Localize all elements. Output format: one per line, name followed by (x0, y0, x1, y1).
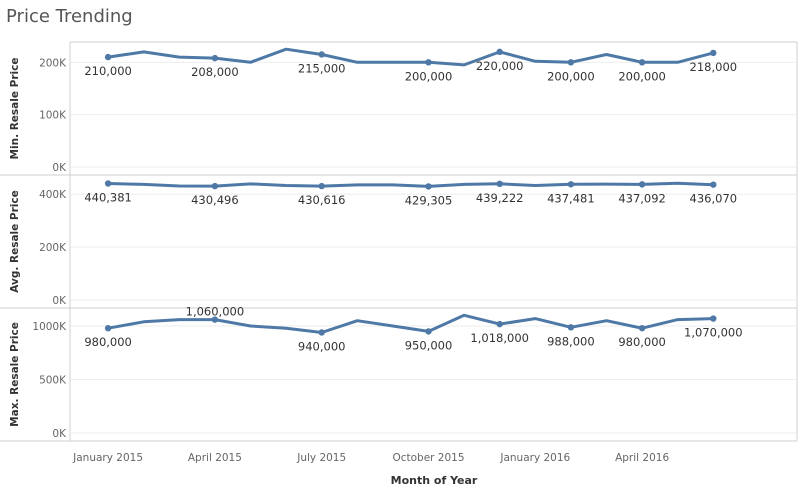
data-label: 430,496 (191, 193, 239, 207)
x-tick-label: April 2015 (188, 452, 242, 464)
data-label: 437,092 (618, 191, 666, 205)
data-label: 1,060,000 (186, 305, 245, 319)
x-tick-label: October 2015 (392, 452, 464, 464)
y-tick-label: 0K (52, 295, 67, 307)
data-point (496, 48, 503, 56)
data-label: 980,000 (618, 335, 666, 349)
x-axis-title: Month of Year (391, 474, 478, 487)
y-tick-label: 1000K (32, 321, 67, 333)
y-tick-label: 400K (39, 189, 67, 201)
series-line (106, 181, 715, 188)
data-point (638, 181, 646, 188)
data-point (318, 329, 325, 336)
x-tick-label: January 2016 (499, 452, 570, 464)
data-point (710, 315, 717, 322)
y-axis-title: Max. Resale Price (9, 322, 21, 427)
data-point (318, 182, 325, 190)
data-label: 220,000 (476, 59, 524, 73)
data-label: 429,305 (405, 193, 453, 207)
y-axis-title: Min. Resale Price (9, 58, 21, 160)
data-point (425, 183, 432, 190)
x-tick-label: July 2015 (296, 452, 346, 464)
data-point (496, 320, 503, 328)
data-point (104, 53, 112, 61)
y-tick-label: 500K (39, 375, 67, 387)
x-tick-label: April 2016 (615, 452, 669, 464)
data-label: 210,000 (84, 64, 132, 78)
data-point (211, 182, 219, 190)
data-point (211, 54, 219, 62)
data-label: 200,000 (405, 69, 453, 83)
data-point (425, 328, 432, 335)
data-label: 439,222 (476, 191, 524, 205)
data-label: 436,070 (690, 192, 738, 206)
series-line (106, 47, 715, 67)
data-label: 1,070,000 (684, 326, 743, 340)
data-point (638, 59, 646, 66)
data-point (710, 181, 717, 188)
data-label: 208,000 (191, 65, 239, 79)
data-label: 950,000 (405, 338, 453, 352)
data-label: 1,018,000 (470, 331, 529, 345)
data-point (104, 324, 112, 332)
y-tick-label: 0K (52, 428, 67, 440)
chart-title: Price Trending (6, 6, 133, 27)
data-point (567, 181, 575, 188)
data-point (567, 59, 575, 66)
y-tick-label: 100K (39, 110, 67, 122)
series-line (106, 313, 715, 334)
data-point (710, 49, 717, 57)
data-label: 440,381 (84, 191, 132, 205)
data-label: 218,000 (690, 60, 738, 74)
data-label: 200,000 (547, 69, 595, 83)
data-label: 988,000 (547, 334, 595, 348)
data-point (425, 59, 432, 66)
data-label: 940,000 (298, 339, 346, 353)
data-label: 437,481 (547, 191, 595, 205)
data-point (104, 180, 112, 187)
y-tick-label: 0K (52, 162, 67, 174)
data-label: 430,616 (298, 193, 346, 207)
y-axis-title: Avg. Resale Price (9, 190, 21, 293)
y-tick-label: 200K (39, 242, 67, 254)
data-label: 215,000 (298, 61, 346, 75)
data-label: 200,000 (618, 69, 666, 83)
data-point (638, 324, 646, 332)
data-point (318, 51, 325, 58)
data-point (567, 324, 575, 331)
y-tick-label: 200K (39, 57, 67, 69)
data-point (496, 180, 503, 188)
x-tick-label: January 2015 (72, 452, 143, 464)
data-point (211, 316, 219, 323)
data-label: 980,000 (84, 335, 132, 349)
